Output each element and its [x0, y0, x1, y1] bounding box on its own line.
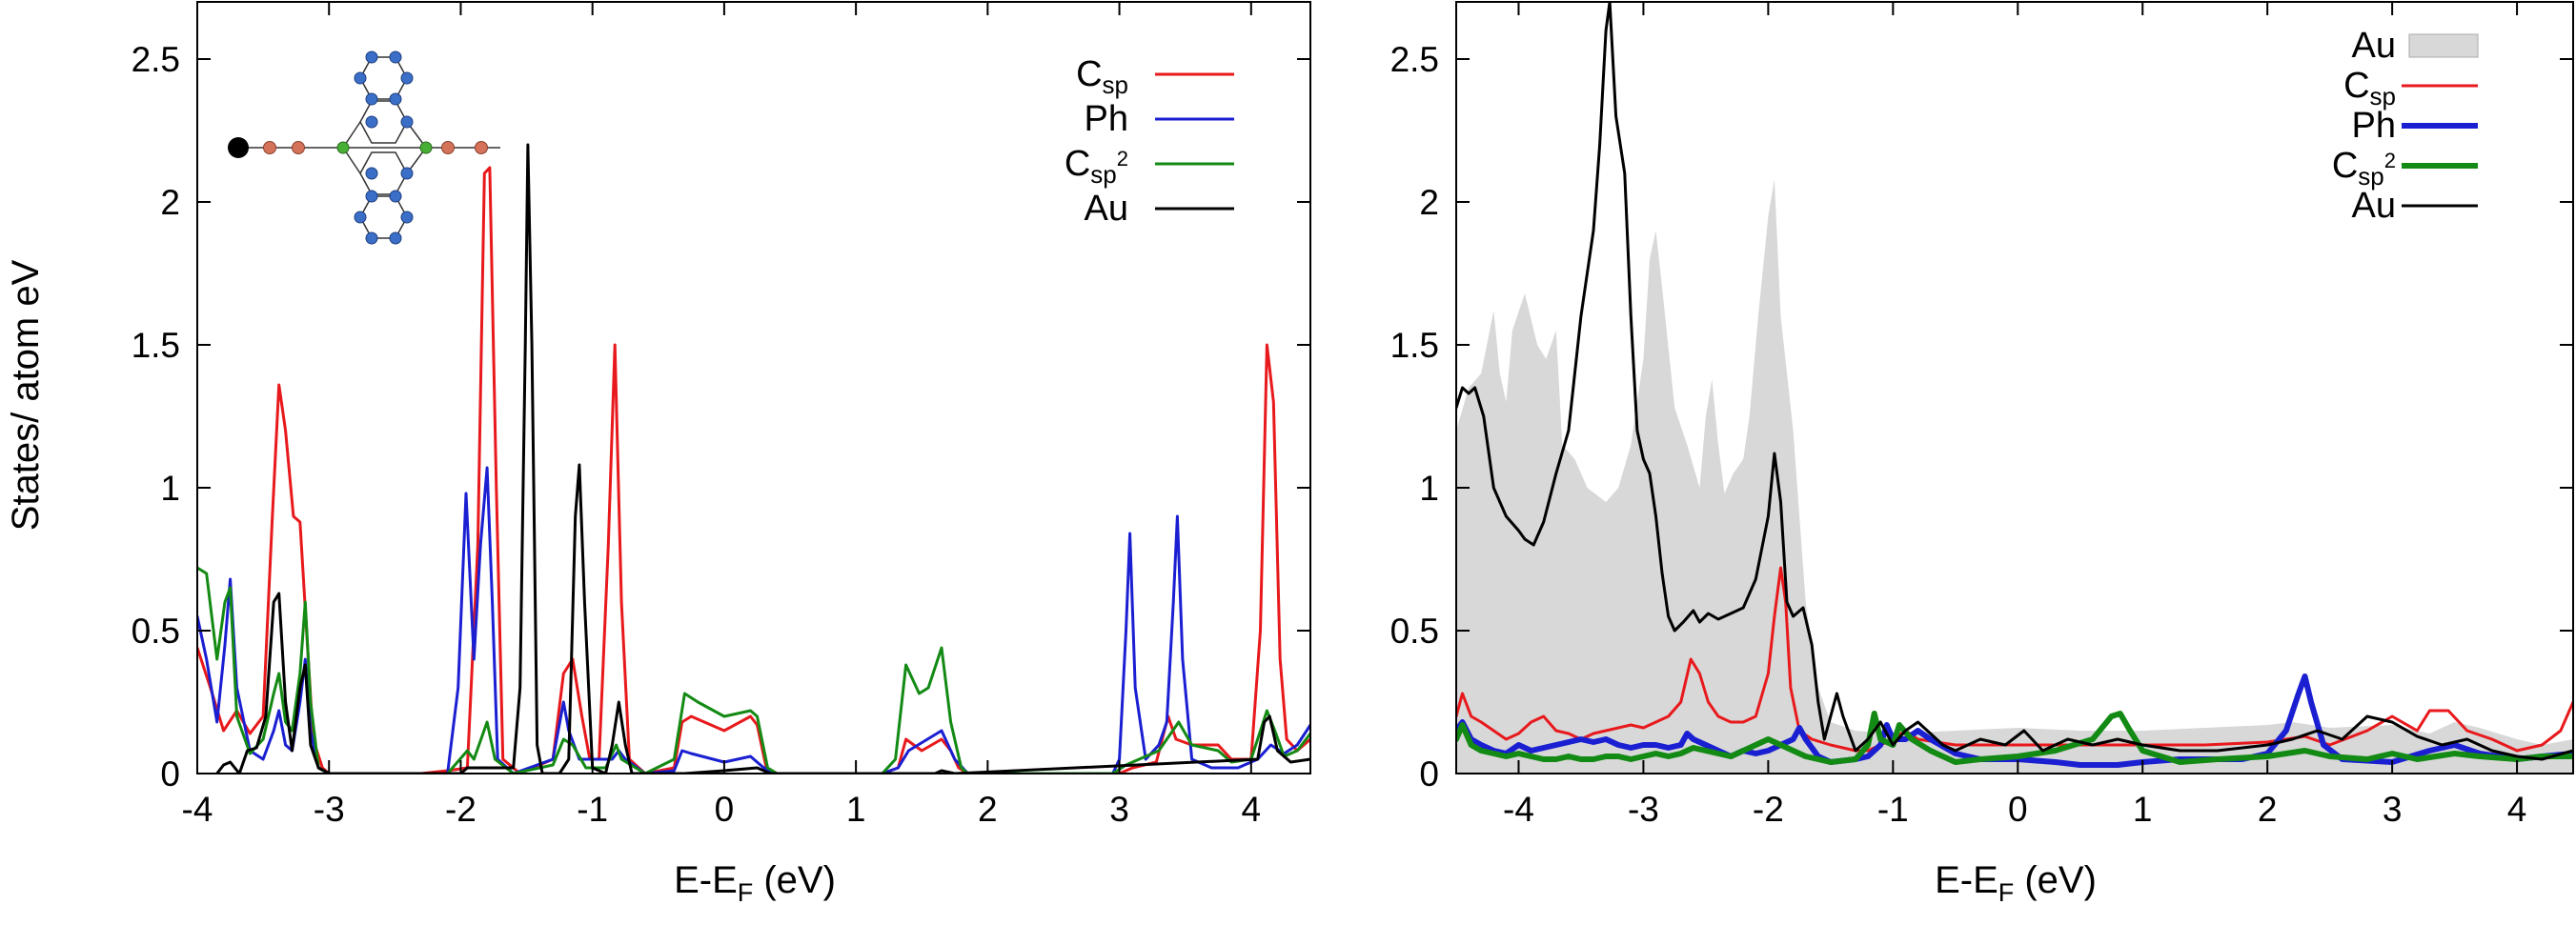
y-tick-label: 2.5	[1390, 40, 1439, 79]
series-csp2-left-line	[197, 566, 1310, 774]
x-tick-label: -4	[1503, 790, 1534, 829]
legend-swatch	[2408, 33, 2479, 58]
x-tick-label: 0	[715, 790, 735, 829]
legend-item-csp: Csp	[1076, 54, 1234, 99]
legend-label: Au	[2352, 26, 2396, 66]
x-tick-label: 3	[2383, 790, 2403, 829]
series-au-left-line	[215, 143, 1310, 774]
series-ph-left-line	[197, 466, 1310, 774]
y-tick-label: 2	[1419, 183, 1439, 222]
x-tick-label: -2	[445, 790, 477, 829]
y-tick-label: 0	[1419, 754, 1439, 794]
x-tick-label: 3	[1109, 790, 1129, 829]
x-tick-label: 1	[2133, 790, 2153, 829]
legend-item-au: Au	[2352, 186, 2478, 226]
legend-item-au: Au	[2352, 26, 2479, 66]
legend-label: Au	[2352, 186, 2396, 226]
y-axis-title: States/ atom eV	[5, 259, 47, 531]
series-csp-left-line	[197, 166, 1310, 774]
legend-item-ph: Ph	[2352, 106, 2478, 146]
y-tick-label: 1	[1419, 469, 1439, 508]
x-tick-label: 1	[846, 790, 866, 829]
x-tick-label: -3	[314, 790, 345, 829]
legend-label: Ph	[2352, 106, 2396, 146]
legend-item-ph: Ph	[1085, 99, 1234, 139]
x-tick-label: 0	[2008, 790, 2028, 829]
molecule-inset	[228, 50, 500, 245]
y-tick-label: 0.5	[1390, 612, 1439, 651]
legend-label: Csp2	[2332, 146, 2396, 191]
legend-label: Ph	[1085, 99, 1128, 139]
legend-label: Au	[1085, 189, 1128, 229]
legend-item-csp: Csp	[2343, 66, 2478, 111]
y-tick-label: 0	[160, 754, 180, 794]
y-tick-label: 2.5	[132, 40, 180, 79]
y-tick-label: 0.5	[132, 612, 180, 651]
y-tick-label: 1.5	[1390, 326, 1439, 365]
legend-label: Csp	[2343, 66, 2396, 111]
plot-area-right	[1456, 2, 2573, 774]
x-tick-label: -3	[1628, 790, 1659, 829]
legend-item-csp2: Csp2	[2332, 146, 2478, 191]
x-tick-label: -4	[182, 790, 213, 829]
plot-frame-right	[1455, 1, 2574, 774]
y-tick-label: 2	[160, 183, 180, 222]
y-tick-label: 1.5	[132, 326, 180, 365]
x-tick-label: -2	[1753, 790, 1784, 829]
x-tick-label: 2	[978, 790, 998, 829]
x-tick-label: -1	[577, 790, 608, 829]
series-au-right-line	[1456, 2, 2573, 761]
legend-label: Csp	[1076, 54, 1128, 99]
plot-area-left	[197, 143, 1310, 774]
x-tick-label: 4	[1242, 790, 1262, 829]
series-csp2-right-line	[1456, 711, 2573, 765]
x-axis-title-right: E-EF (eV)	[1935, 859, 2097, 907]
x-tick-label: -1	[1877, 790, 1909, 829]
plot-frame-left	[196, 1, 1311, 774]
x-tick-label: 4	[2507, 790, 2527, 829]
series-csp-right-line	[1456, 566, 2573, 753]
legend-item-au: Au	[1085, 189, 1234, 229]
x-axis-title-left: E-EF (eV)	[674, 859, 836, 907]
legend-item-csp2: Csp2	[1065, 144, 1234, 189]
y-tick-label: 1	[160, 469, 180, 508]
x-tick-label: 2	[2258, 790, 2278, 829]
series-au-right-fill	[1456, 179, 2573, 774]
legend-label: Csp2	[1065, 144, 1128, 189]
